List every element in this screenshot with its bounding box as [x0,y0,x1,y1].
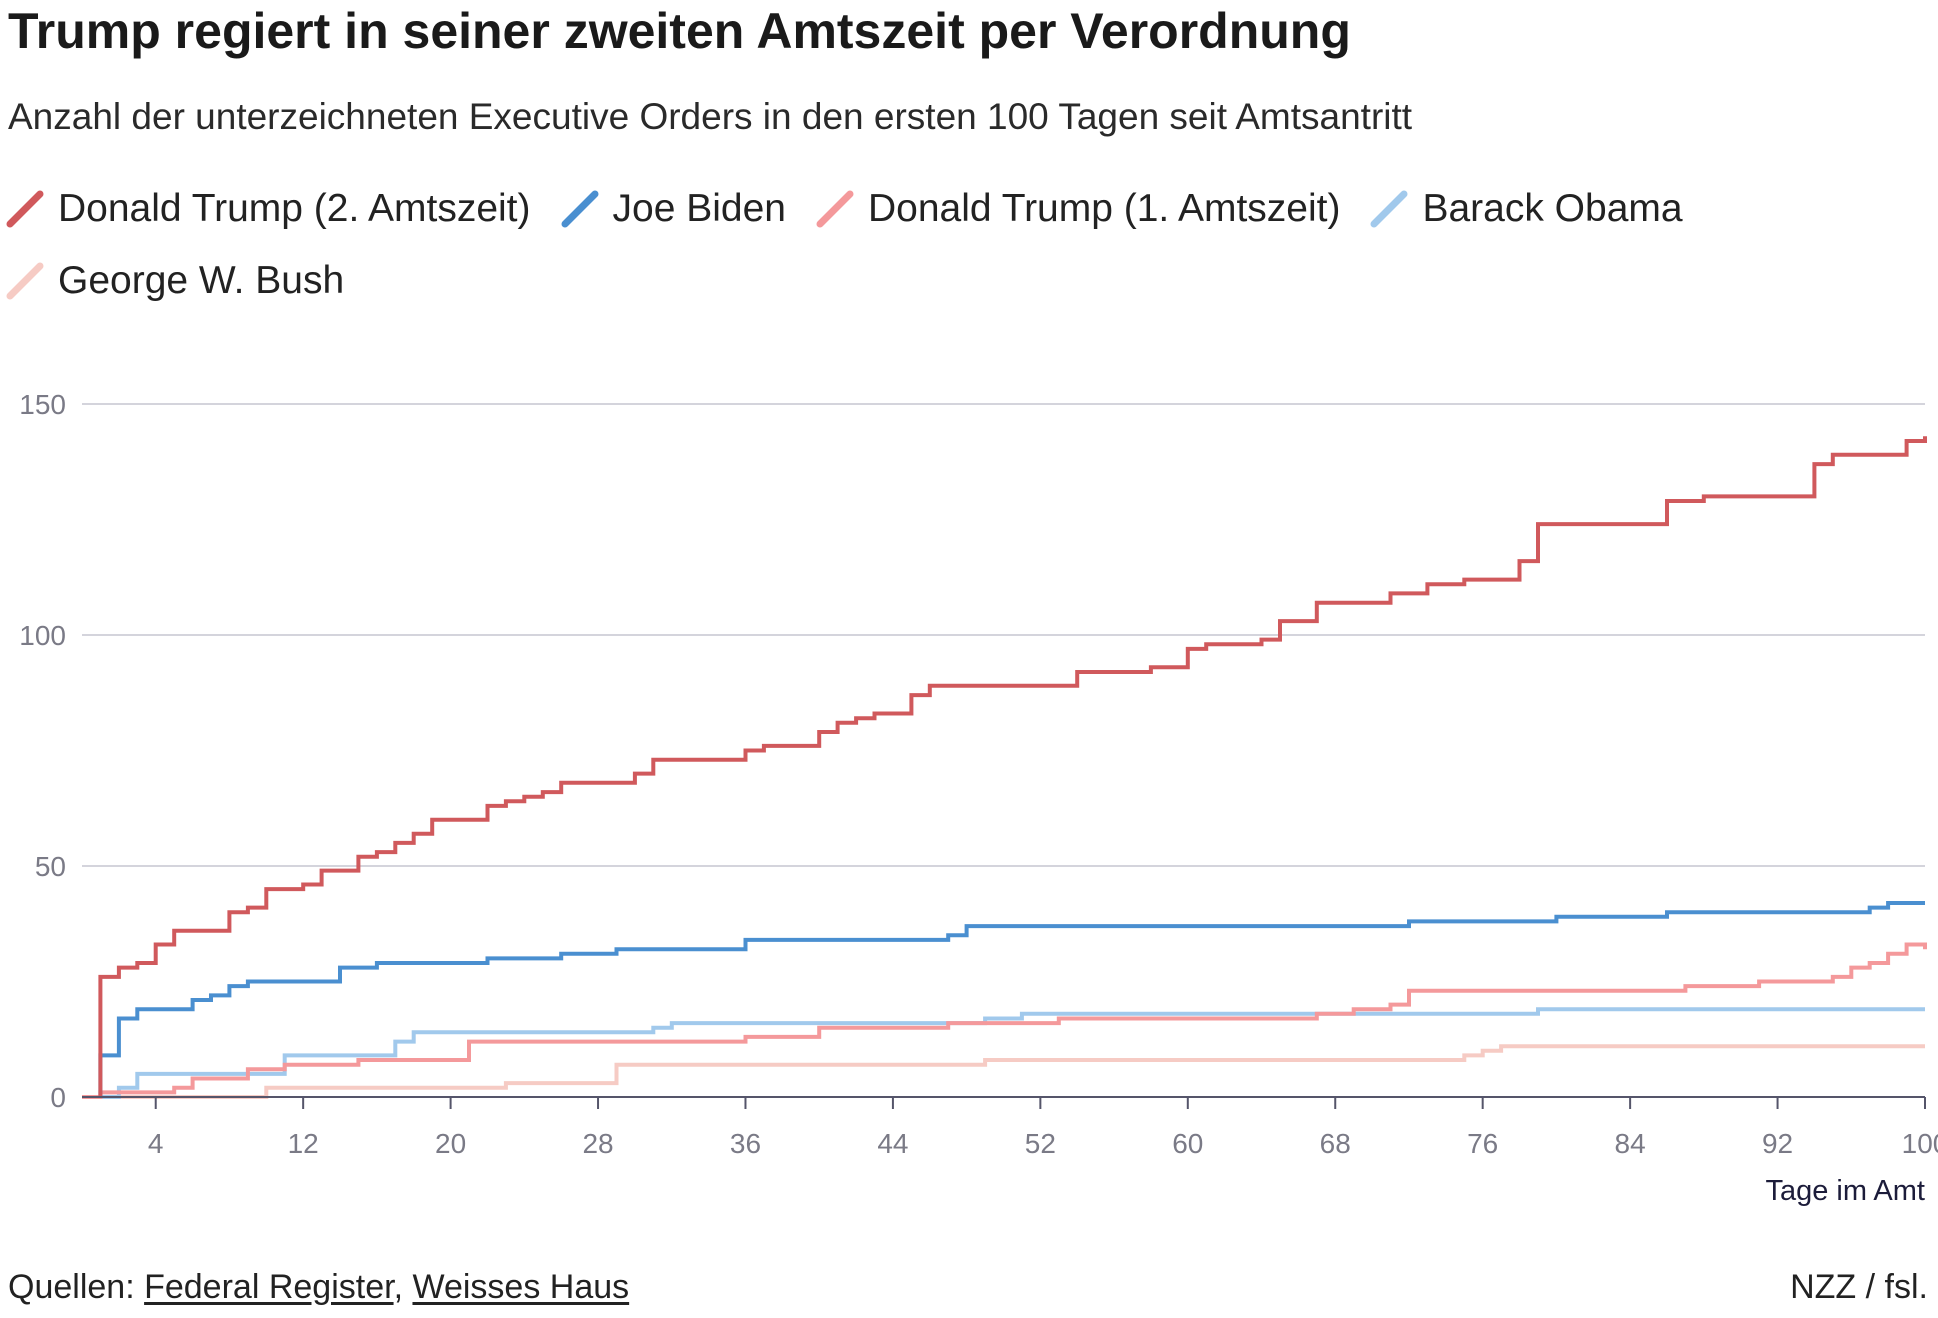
x-tick-label: 68 [1320,1128,1351,1159]
x-tick-label: 100 [1902,1128,1938,1159]
series-line-joe-biden [98,901,1925,1097]
legend-item-bush: George W. Bush [6,258,344,304]
legend-label: Barack Obama [1422,187,1683,230]
legend-swatch-icon [816,190,854,228]
x-tick-label: 12 [288,1128,319,1159]
legend-item-obama: Barack Obama [1370,186,1683,232]
x-tick-label: 76 [1467,1128,1498,1159]
x-tick-label: 52 [1025,1128,1056,1159]
legend-item-trump-1: Donald Trump (1. Amtszeit) [816,186,1341,232]
sources-prefix: Quellen: [8,1268,135,1306]
axes: 0 50 100 150 4 12 20 28 36 44 52 60 68 76 84 92 100 Tage … [19,389,1938,1207]
source-link-federal-register[interactable]: Federal Register [144,1268,394,1306]
legend-swatch-icon [561,190,598,228]
y-tick-label: 150 [19,389,66,420]
series-line-donald-trump-1-amtszeit [82,942,1927,1099]
grid [82,403,1925,867]
series-line-george-w-bush [82,1044,1925,1099]
legend-item-biden: Joe Biden [561,186,786,232]
y-tick-label: 50 [35,851,66,882]
y-tick-label: 100 [19,620,66,651]
series-line-donald-trump-2-amtszeit [98,436,1927,1097]
legend: Donald Trump (2. Amtszeit) Joe Biden Don… [6,186,1766,304]
x-tick-label: 28 [582,1128,613,1159]
legend-swatch-icon [1370,190,1408,228]
legend-label: Joe Biden [612,187,786,230]
x-axis-title: Tage im Amt [1765,1175,1925,1207]
chart-subtitle: Anzahl der unterzeichneten Executive Ord… [8,96,1413,137]
x-tick-label: 4 [148,1128,164,1159]
x-tick-label: 20 [435,1128,466,1159]
x-tick-label: 84 [1615,1128,1646,1159]
legend-swatch-icon [6,262,44,300]
x-tick-label: 36 [730,1128,761,1159]
chart-title: Trump regiert in seiner zweiten Amtszeit… [8,3,1351,59]
x-tick-label: 60 [1172,1128,1203,1159]
legend-label: Donald Trump (2. Amtszeit) [58,187,531,230]
legend-label: Donald Trump (1. Amtszeit) [867,187,1341,230]
series-lines [82,436,1927,1099]
legend-swatch-icon [6,190,44,228]
sources-separator: , [393,1268,404,1306]
sources-note: Quellen: Federal Register, Weisses Haus [8,1268,629,1307]
series-line-barack-obama [82,1007,1925,1099]
source-link-weisses-haus[interactable]: Weisses Haus [412,1268,630,1306]
x-tick-label: 44 [877,1128,908,1159]
x-tick-label: 92 [1762,1128,1793,1159]
credit: NZZ / fsl. [1790,1268,1928,1306]
y-tick-label: 0 [50,1082,66,1113]
legend-item-trump-2: Donald Trump (2. Amtszeit) [6,186,531,232]
legend-label: George W. Bush [58,259,345,302]
